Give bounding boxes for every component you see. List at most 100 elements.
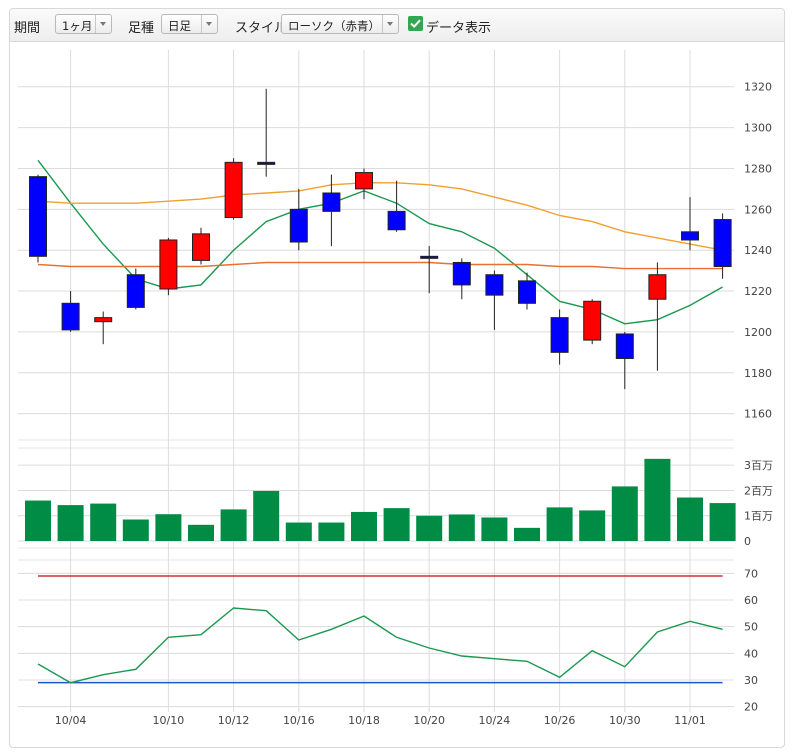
data-display-label: データ表示: [426, 21, 492, 36]
chart-toolbar: 期間 1ヶ月 足種 日足 スタイル ローソク（赤青） データ表示: [10, 9, 784, 42]
volume-bar: [253, 490, 280, 541]
period-select[interactable]: 1ヶ月: [55, 14, 112, 34]
volume-bar: [383, 508, 410, 541]
candle-body: [224, 161, 243, 219]
chart-frame: 期間 1ヶ月 足種 日足 スタイル ローソク（赤青） データ表示: [9, 8, 785, 748]
moving-average-short: [37, 159, 723, 325]
volume-bar: [481, 517, 508, 541]
candle: [452, 258, 471, 300]
x-tick-label: 10/26: [544, 714, 576, 727]
candle-body: [289, 208, 308, 243]
x-tick-label: 10/24: [479, 714, 511, 727]
candle-body: [322, 192, 341, 212]
grid-lines: [18, 50, 734, 712]
volume-bar: [188, 524, 214, 541]
candle: [224, 158, 243, 220]
candle: [257, 88, 276, 177]
volume-bar: [351, 511, 377, 541]
volume-tick-label: 0: [744, 535, 751, 548]
x-tick-label: 10/20: [413, 714, 445, 727]
candle-body: [192, 233, 210, 261]
chevron-down-icon: [201, 15, 217, 33]
volume-bar: [416, 515, 443, 541]
volume-bar: [644, 458, 671, 541]
data-display-checkbox[interactable]: [408, 16, 423, 31]
candle: [550, 309, 569, 365]
x-tick-label: 11/01: [674, 714, 706, 727]
chevron-down-icon: [382, 15, 398, 33]
period-label: 期間: [14, 21, 41, 36]
volume-bar: [90, 503, 117, 541]
y-tick-label: 1280: [744, 162, 772, 175]
candle: [29, 174, 47, 263]
candle: [583, 299, 602, 345]
oscillator-tick-label: 30: [744, 674, 758, 687]
candle-body: [583, 300, 602, 341]
volume-bar: [285, 522, 312, 541]
x-tick-label: 10/30: [609, 714, 641, 727]
candle: [713, 213, 732, 279]
x-tick-label: 10/04: [55, 714, 87, 727]
oscillator-tick-label: 20: [744, 701, 758, 714]
candle: [159, 237, 178, 296]
volume-bar: [709, 503, 736, 541]
x-tick-label: 10/16: [283, 714, 315, 727]
volume-bar: [677, 497, 703, 541]
oscillator-tick-label: 70: [744, 567, 758, 580]
volume-bar: [318, 522, 345, 541]
volume-bar: [514, 527, 540, 541]
candlesticks: [29, 88, 732, 390]
volume-bar: [611, 486, 638, 541]
y-tick-label: 1300: [744, 122, 772, 135]
candle-body: [648, 274, 667, 300]
candle: [387, 180, 406, 232]
volume-tick-label: 1百万: [744, 510, 773, 523]
candle-body: [29, 176, 47, 257]
style-select[interactable]: ローソク（赤青）: [281, 14, 399, 34]
volume-bar: [220, 509, 247, 541]
oscillator-tick-label: 60: [744, 594, 758, 607]
style-label: スタイル: [235, 21, 288, 36]
candle: [61, 291, 80, 332]
candle-body: [420, 255, 439, 259]
checkmark-icon: [410, 19, 421, 29]
oscillator-tick-label: 50: [744, 621, 758, 634]
candle: [681, 197, 699, 251]
candle-body: [126, 274, 145, 308]
volume-bar: [57, 505, 84, 541]
candle: [485, 270, 504, 330]
x-tick-label: 10/12: [218, 714, 250, 727]
y-tick-label: 1240: [744, 244, 772, 257]
candle-body: [518, 280, 536, 304]
interval-select-value: 日足: [168, 19, 191, 33]
candle: [648, 262, 667, 371]
candle: [518, 272, 536, 310]
volume-bar: [546, 507, 573, 541]
candle: [420, 246, 439, 294]
candle-body: [615, 333, 634, 359]
volume-bar: [448, 514, 475, 541]
volume-tick-label: 3百万: [744, 459, 773, 472]
candle: [615, 331, 634, 390]
chevron-down-icon: [95, 15, 111, 33]
y-tick-label: 1260: [744, 203, 772, 216]
candle-body: [452, 261, 471, 286]
oscillator-line: [37, 607, 723, 684]
interval-select[interactable]: 日足: [161, 14, 218, 34]
y-tick-label: 1200: [744, 326, 772, 339]
y-tick-label: 1320: [744, 81, 772, 94]
y-tick-label: 1180: [744, 367, 772, 380]
period-select-value: 1ヶ月: [62, 19, 93, 33]
candle-body: [485, 274, 504, 296]
interval-label: 足種: [128, 21, 155, 36]
style-select-value: ローソク（赤青）: [288, 19, 380, 33]
candle-body: [257, 161, 276, 165]
candle: [289, 188, 308, 251]
candle-body: [550, 317, 569, 353]
candle: [355, 168, 373, 200]
candle-body: [61, 302, 80, 331]
volume-bar: [155, 514, 182, 541]
volume-bar: [579, 510, 606, 541]
candle-body: [94, 317, 113, 323]
